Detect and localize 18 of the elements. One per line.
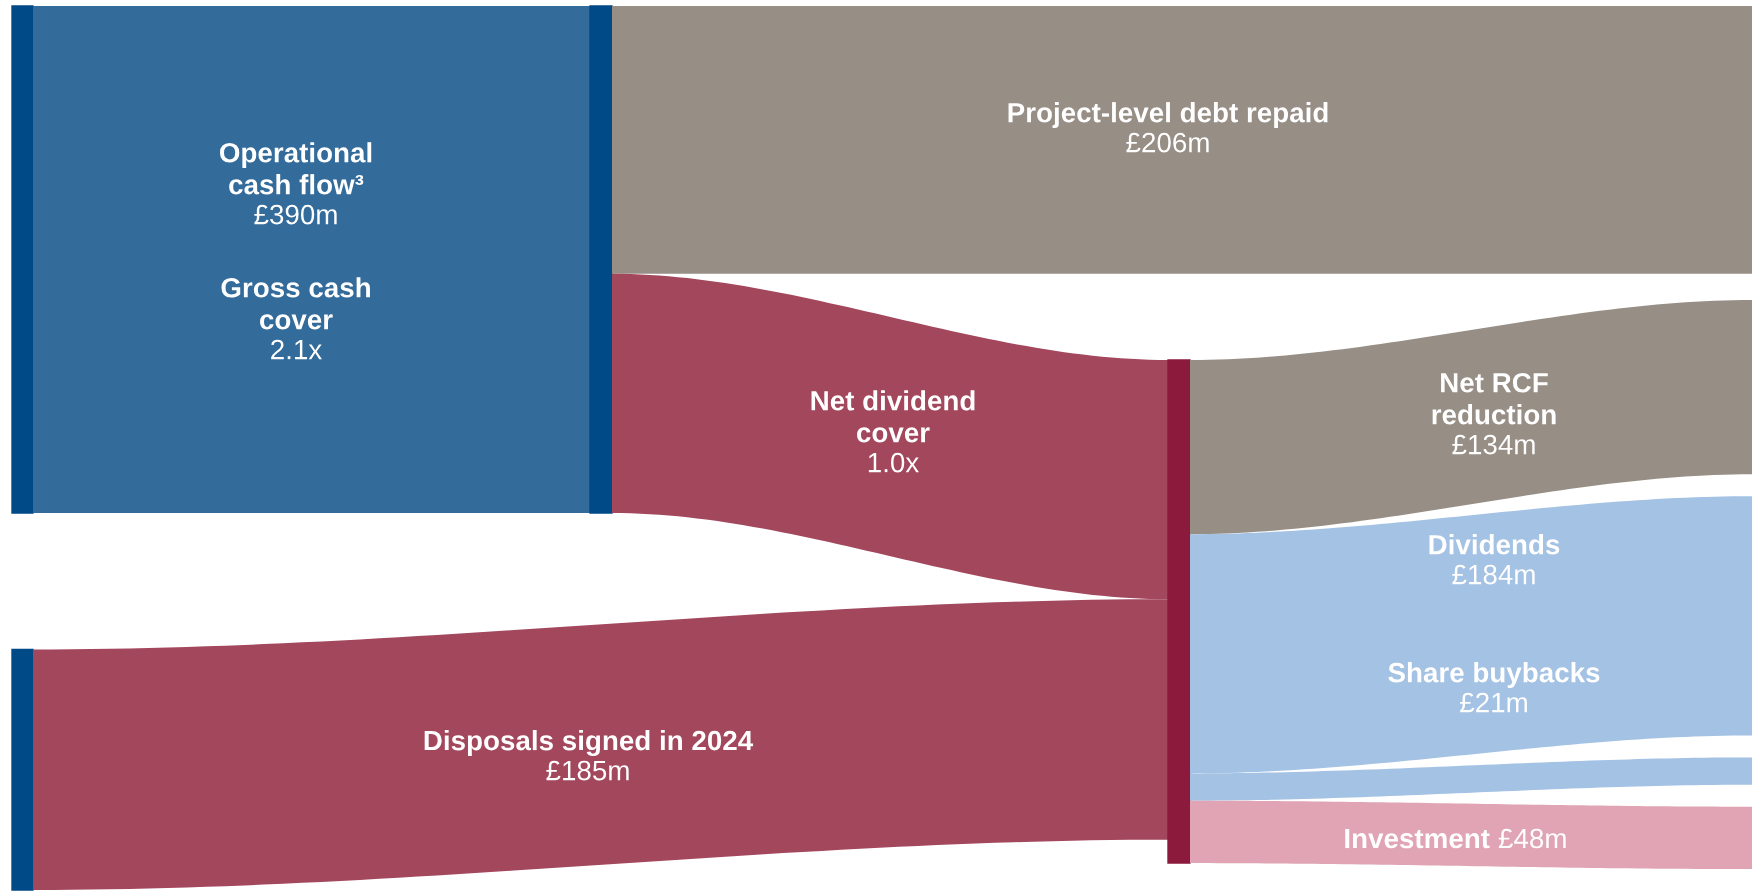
category-label: Net dividend cover [811,390,975,443]
category-label: Share buybacks [1388,662,1600,688]
data-label: £21m [1460,692,1527,713]
text: Gross cash cover [221,277,370,330]
data-label: £185m [546,760,629,781]
data-label: £390m [254,204,337,225]
data-label: £206m [1126,132,1209,153]
data-label: £48m [1498,828,1566,849]
text: 2.1x [271,339,322,360]
category-label: Investment [1345,828,1490,849]
data-label: £184m [1452,564,1535,585]
category-label: Project-level debt repaid [1008,102,1328,128]
category-label: Operational cash flow³ [219,142,372,195]
category-label: Disposals signed in 2024 [424,729,754,756]
data-label: £134m [1452,434,1535,455]
category-label: Net RCF reduction [1432,372,1556,425]
category-label: Dividends [1429,534,1560,555]
data-label: 1.0x [868,452,919,473]
